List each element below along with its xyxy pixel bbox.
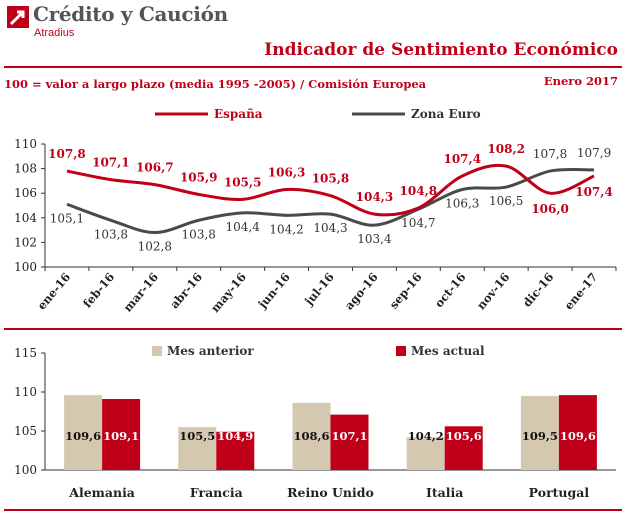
x-category-label: Francia xyxy=(190,485,243,500)
legend-swatch-mes-anterior xyxy=(152,346,162,356)
y-tick-label: 110 xyxy=(14,385,37,399)
data-label-zona-euro: 104,3 xyxy=(313,221,347,235)
data-label-espana: 107,4 xyxy=(575,185,613,199)
legend-label-mes-actual: Mes actual xyxy=(411,344,485,358)
bar-mes-actual xyxy=(102,399,141,470)
data-label-zona-euro: 105,1 xyxy=(50,211,84,225)
bar-mes-actual xyxy=(216,431,255,470)
data-label-zona-euro: 106,5 xyxy=(489,194,523,208)
bottom-divider xyxy=(4,509,622,511)
data-label-mes-anterior: 109,6 xyxy=(65,429,101,443)
bar-mes-anterior xyxy=(406,437,445,470)
data-label-espana: 106,3 xyxy=(268,166,306,180)
bar-mes-anterior xyxy=(178,427,217,470)
x-tick-label: ago-16 xyxy=(342,270,381,313)
data-label-espana: 104,8 xyxy=(400,184,438,198)
data-label-espana: 107,1 xyxy=(92,156,130,170)
brand-logo-icon xyxy=(7,6,29,28)
legend-label-espana: España xyxy=(214,107,263,121)
data-label-mes-actual: 104,9 xyxy=(217,429,253,443)
data-label-mes-anterior: 109,5 xyxy=(522,429,558,443)
data-label-zona-euro: 106,3 xyxy=(445,197,479,211)
x-category-label: Portugal xyxy=(529,485,590,500)
bar-mes-actual xyxy=(558,395,597,470)
data-label-mes-actual: 109,1 xyxy=(103,429,139,443)
data-label-zona-euro: 103,8 xyxy=(182,227,216,241)
series-line-espana xyxy=(66,163,595,217)
data-label-zona-euro: 107,8 xyxy=(533,147,567,161)
data-label-espana: 108,2 xyxy=(487,142,525,156)
x-tick-label: jun-16 xyxy=(255,270,293,312)
section-divider xyxy=(4,328,622,330)
y-tick-label: 108 xyxy=(14,162,37,176)
report-date: Enero 2017 xyxy=(543,74,618,88)
x-tick-label: ene-17 xyxy=(561,270,600,313)
x-tick-label: dic-16 xyxy=(520,270,557,310)
bar-mes-anterior xyxy=(292,402,331,470)
series-line-zona-euro xyxy=(66,167,595,235)
data-label-espana: 105,9 xyxy=(180,170,218,184)
brand-name: Crédito y Caución xyxy=(33,2,228,26)
data-label-espana: 107,4 xyxy=(443,152,481,166)
x-tick-label: feb-16 xyxy=(80,270,117,310)
y-tick-label: 115 xyxy=(14,346,37,360)
title-divider xyxy=(4,66,622,68)
y-tick-label: 110 xyxy=(14,137,37,151)
data-label-mes-anterior: 104,2 xyxy=(408,429,444,443)
y-tick-label: 102 xyxy=(14,235,37,249)
data-label-mes-anterior: 108,6 xyxy=(293,429,329,443)
line-chart: 100 102 104 106 108 110 ene-16 feb-16 mar-16 abr-… xyxy=(14,107,617,315)
bar-mes-anterior xyxy=(520,395,559,470)
brand-subtitle: Atradius xyxy=(34,27,75,39)
bar-mes-actual xyxy=(330,414,369,470)
data-label-zona-euro: 104,7 xyxy=(401,216,435,230)
data-label-espana: 106,0 xyxy=(531,202,569,216)
y-tick-label: 104 xyxy=(14,211,37,225)
y-tick-label: 100 xyxy=(14,463,37,477)
x-tick-label: ene-16 xyxy=(34,270,73,313)
data-label-zona-euro: 104,4 xyxy=(225,220,260,234)
x-tick-label: jul-16 xyxy=(301,270,337,309)
x-category-label: Italia xyxy=(426,485,463,500)
data-label-zona-euro: 103,4 xyxy=(357,232,392,246)
legend-swatch-mes-actual xyxy=(396,346,406,356)
legend-label-mes-anterior: Mes anterior xyxy=(167,344,254,358)
x-tick-label: abr-16 xyxy=(167,270,205,311)
page-title: Indicador de Sentimiento Económico xyxy=(264,40,618,60)
bar-mes-actual xyxy=(444,426,483,470)
data-label-zona-euro: 102,8 xyxy=(138,240,172,254)
data-label-espana: 105,8 xyxy=(312,172,350,186)
x-category-label: Reino Unido xyxy=(287,485,374,500)
x-tick-label: oct-16 xyxy=(432,270,469,310)
data-label-espana: 105,5 xyxy=(224,175,262,189)
x-tick-label: mar-16 xyxy=(121,270,162,315)
data-label-mes-actual: 105,6 xyxy=(446,429,482,443)
data-label-zona-euro: 104,2 xyxy=(269,222,303,236)
y-tick-label: 105 xyxy=(14,424,37,438)
chart-subtitle: 100 = valor a largo plazo (media 1995 -2… xyxy=(4,77,427,91)
x-tick-label: may-16 xyxy=(208,270,249,315)
data-label-mes-anterior: 105,5 xyxy=(179,429,215,443)
data-label-mes-actual: 109,6 xyxy=(560,429,596,443)
data-label-zona-euro: 107,9 xyxy=(577,146,611,160)
data-label-espana: 106,7 xyxy=(136,161,174,175)
x-category-label: Alemania xyxy=(68,485,135,500)
bar-mes-anterior xyxy=(64,395,103,470)
x-tick-label: sep-16 xyxy=(387,270,425,312)
data-label-espana: 107,8 xyxy=(48,147,86,161)
data-label-zona-euro: 103,8 xyxy=(94,227,128,241)
data-label-espana: 104,3 xyxy=(356,190,394,204)
data-label-mes-actual: 107,1 xyxy=(331,429,367,443)
legend-label-zona-euro: Zona Euro xyxy=(411,107,481,121)
y-tick-label: 106 xyxy=(14,186,37,200)
y-tick-label: 100 xyxy=(14,260,37,274)
x-tick-label: nov-16 xyxy=(474,270,513,312)
